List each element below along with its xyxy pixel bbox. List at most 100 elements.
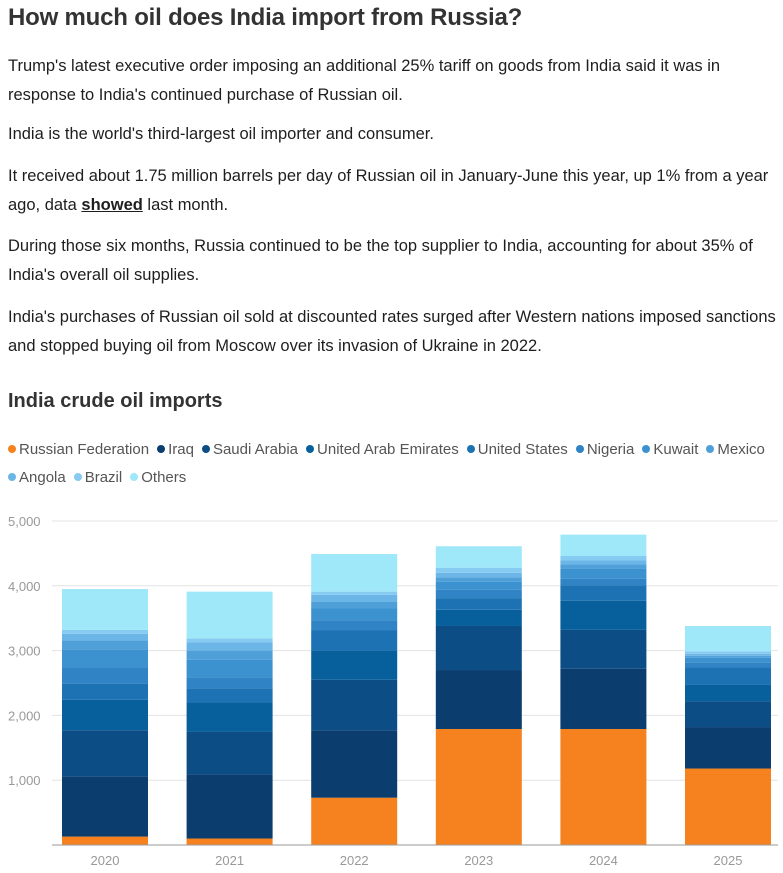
y-tick-label: 1,000 [8, 773, 41, 788]
bar-segment-united-arab-emirates-2025 [685, 684, 771, 702]
paragraph-top-supplier: During those six months, Russia continue… [8, 237, 753, 284]
bar-segment-united-arab-emirates-2020 [62, 699, 148, 731]
y-tick-label: 4,000 [8, 579, 41, 594]
legend-item-united-arab-emirates: United Arab Emirates [306, 436, 459, 464]
bar-segment-angola-2023 [435, 572, 522, 578]
legend-label: Others [141, 469, 187, 486]
bar-segment-saudi-arabia-2021 [186, 731, 273, 775]
bar-segment-brazil-2025 [685, 651, 771, 654]
showed-link[interactable]: showed [81, 196, 143, 214]
bar-segment-others-2024 [560, 534, 647, 556]
legend-label: Kuwait [653, 441, 699, 458]
y-tick-label: 3,000 [8, 644, 41, 659]
legend-label: United States [477, 441, 568, 458]
bar-segment-nigeria-2024 [560, 578, 647, 586]
y-tick-label: 5,000 [8, 514, 41, 529]
legend-swatch [201, 445, 210, 453]
x-tick-label: 2023 [464, 853, 493, 868]
bar-segment-russian-federation-2023 [435, 729, 522, 845]
bar-segment-others-2025 [685, 625, 771, 652]
legend-item-kuwait: Kuwait [642, 436, 698, 464]
bar-segment-iraq-2025 [685, 727, 771, 769]
bar-segment-mexico-2024 [560, 564, 647, 569]
bar-segment-iraq-2022 [311, 730, 398, 798]
legend-label: Brazil [84, 469, 123, 486]
bar-segment-nigeria-2025 [685, 662, 771, 668]
legend-swatch [642, 445, 651, 453]
legend-swatch [466, 445, 475, 453]
bar-segment-angola-2020 [62, 633, 148, 641]
bar-segment-united-states-2025 [685, 667, 771, 685]
bar-segment-united-states-2024 [560, 585, 647, 601]
bar-segment-others-2020 [62, 589, 148, 630]
legend-swatch [130, 473, 139, 481]
bar-segment-kuwait-2023 [435, 581, 522, 590]
bar-segment-brazil-2023 [435, 567, 522, 573]
legend-label: Russian Federation [19, 441, 150, 458]
bar-segment-mexico-2022 [311, 602, 398, 609]
bar-segment-mexico-2020 [62, 640, 148, 650]
legend-item-saudi-arabia: Saudi Arabia [201, 436, 299, 464]
bar-segment-russian-federation-2024 [560, 729, 647, 845]
bar-segment-brazil-2021 [186, 638, 273, 643]
legend-item-mexico: Mexico [706, 436, 765, 464]
y-tick-label: 2,000 [8, 708, 41, 723]
bar-segment-united-states-2023 [435, 598, 522, 610]
bar-segment-united-states-2021 [186, 688, 273, 703]
legend-item-united-states: United States [466, 436, 568, 464]
bar-segment-kuwait-2022 [311, 608, 398, 621]
x-tick-label: 2025 [714, 853, 743, 868]
bar-segment-united-arab-emirates-2022 [311, 650, 398, 680]
x-tick-label: 2024 [589, 853, 618, 868]
bar-segment-saudi-arabia-2023 [435, 625, 522, 671]
bar-segment-saudi-arabia-2024 [560, 629, 647, 669]
bar-segment-united-states-2020 [62, 683, 148, 700]
x-tick-label: 2021 [215, 853, 244, 868]
legend-label: Angola [19, 469, 66, 486]
bar-segment-brazil-2022 [311, 591, 398, 595]
legend-swatch [706, 445, 715, 453]
paragraph-third-largest: India is the world's third-largest oil i… [8, 125, 434, 143]
legend-label: United Arab Emirates [317, 441, 459, 458]
legend-label: Nigeria [586, 441, 635, 458]
paragraph-barrels-text: It received about 1.75 million barrels p… [8, 167, 769, 214]
paragraph-barrels: It received about 1.75 million barrels p… [8, 162, 778, 220]
bar-segment-saudi-arabia-2020 [62, 730, 148, 777]
bar-segment-iraq-2024 [560, 668, 647, 730]
legend-swatch [306, 445, 315, 453]
legend-label: Mexico [717, 441, 765, 458]
chart-title: India crude oil imports [8, 390, 223, 412]
bar-segment-others-2021 [186, 591, 273, 639]
legend-swatch [8, 445, 16, 453]
bar-segment-kuwait-2024 [560, 568, 647, 579]
legend-item-angola: Angola [8, 464, 66, 492]
bar-segment-nigeria-2021 [186, 677, 273, 689]
bar-segment-united-states-2022 [311, 630, 398, 651]
bar-segment-nigeria-2022 [311, 620, 398, 631]
legend-swatch [157, 445, 166, 453]
legend-item-russian-federation: Russian Federation [8, 436, 149, 464]
paragraph-sanctions: India's purchases of Russian oil sold at… [8, 308, 776, 355]
bar-segment-mexico-2023 [435, 577, 522, 582]
bar-segment-mexico-2025 [685, 655, 771, 658]
bar-segment-iraq-2020 [62, 776, 148, 837]
legend-label: Saudi Arabia [212, 441, 299, 458]
bar-segment-russian-federation-2021 [186, 838, 273, 845]
bar-segment-saudi-arabia-2022 [311, 679, 398, 731]
paragraph-barrels-end: last month. [142, 196, 229, 214]
legend-label: Iraq [168, 441, 194, 458]
bar-segment-brazil-2020 [62, 629, 148, 634]
bar-segment-united-arab-emirates-2024 [560, 600, 647, 630]
bar-segment-nigeria-2020 [62, 667, 148, 684]
bar-segment-kuwait-2021 [186, 659, 273, 678]
x-tick-label: 2020 [91, 853, 120, 868]
headline: How much oil does India import from Russ… [8, 4, 523, 31]
legend-item-nigeria: Nigeria [575, 436, 635, 464]
bar-segment-iraq-2021 [186, 774, 273, 839]
legend-item-iraq: Iraq [157, 436, 194, 464]
bar-segment-angola-2022 [311, 594, 398, 602]
bar-segment-united-arab-emirates-2023 [435, 609, 522, 626]
legend-item-brazil: Brazil [73, 464, 123, 492]
x-tick-label: 2022 [340, 853, 369, 868]
bar-segment-mexico-2021 [186, 650, 273, 660]
